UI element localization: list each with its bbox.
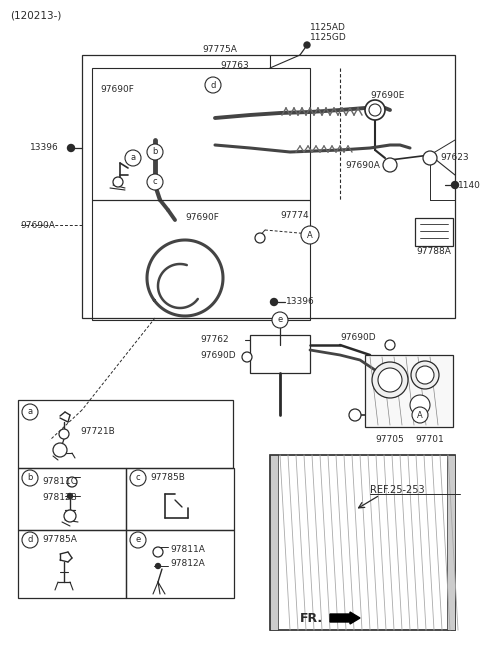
Circle shape xyxy=(304,42,310,48)
Bar xyxy=(270,455,278,630)
Text: 1125GD: 1125GD xyxy=(310,33,347,42)
Circle shape xyxy=(410,395,430,415)
Circle shape xyxy=(385,340,395,350)
Circle shape xyxy=(68,145,74,151)
Circle shape xyxy=(365,100,385,120)
Circle shape xyxy=(147,144,163,160)
Bar xyxy=(92,68,310,200)
Circle shape xyxy=(372,362,408,398)
Circle shape xyxy=(383,158,397,172)
Text: A: A xyxy=(307,231,313,239)
Bar xyxy=(126,468,234,530)
Bar xyxy=(447,455,455,630)
Bar xyxy=(92,200,310,320)
Circle shape xyxy=(22,404,38,420)
Bar xyxy=(365,355,453,427)
Text: 97812A: 97812A xyxy=(170,559,205,569)
Bar xyxy=(415,218,453,246)
Text: a: a xyxy=(27,408,33,417)
Bar xyxy=(18,530,126,598)
Text: b: b xyxy=(152,147,158,156)
Circle shape xyxy=(22,470,38,486)
Text: 97690A: 97690A xyxy=(20,220,55,230)
Text: 97701: 97701 xyxy=(416,436,444,445)
Text: 97763: 97763 xyxy=(221,61,250,70)
Text: c: c xyxy=(136,473,140,482)
Bar xyxy=(82,55,455,318)
Text: (120213-): (120213-) xyxy=(10,10,61,20)
Circle shape xyxy=(369,104,381,116)
FancyArrow shape xyxy=(330,612,360,624)
Bar xyxy=(18,468,126,530)
Text: e: e xyxy=(135,535,141,544)
Circle shape xyxy=(452,181,458,188)
Text: 97785A: 97785A xyxy=(42,535,77,544)
Text: 13396: 13396 xyxy=(30,143,59,153)
Text: 97690A: 97690A xyxy=(345,160,380,170)
Circle shape xyxy=(59,429,69,439)
Circle shape xyxy=(67,477,77,487)
Circle shape xyxy=(64,510,76,522)
Text: e: e xyxy=(277,316,283,325)
Text: 97812B: 97812B xyxy=(42,494,77,503)
Text: b: b xyxy=(27,473,33,482)
Text: a: a xyxy=(131,153,135,162)
Circle shape xyxy=(153,547,163,557)
Text: 13396: 13396 xyxy=(286,297,315,306)
Text: REF.25-253: REF.25-253 xyxy=(370,485,425,495)
Bar xyxy=(250,335,310,373)
Circle shape xyxy=(205,77,221,93)
Circle shape xyxy=(412,407,428,423)
Circle shape xyxy=(416,366,434,384)
Text: 97774: 97774 xyxy=(281,211,309,220)
Bar xyxy=(270,455,455,630)
Bar xyxy=(126,530,234,598)
Circle shape xyxy=(22,532,38,548)
Text: 97775A: 97775A xyxy=(203,46,238,55)
Circle shape xyxy=(130,532,146,548)
Text: 97811C: 97811C xyxy=(42,477,77,486)
Text: 97690D: 97690D xyxy=(340,334,376,342)
Text: A: A xyxy=(417,411,423,419)
Circle shape xyxy=(255,233,265,243)
Text: c: c xyxy=(153,177,157,186)
Circle shape xyxy=(242,352,252,362)
Circle shape xyxy=(68,494,72,499)
Text: FR.: FR. xyxy=(300,612,323,625)
Text: d: d xyxy=(210,80,216,89)
Text: 97690F: 97690F xyxy=(185,213,219,222)
Text: 97705: 97705 xyxy=(376,436,404,445)
Text: 97690E: 97690E xyxy=(370,91,404,100)
Circle shape xyxy=(423,151,437,165)
Text: 97811A: 97811A xyxy=(170,546,205,554)
Text: 1125AD: 1125AD xyxy=(310,23,346,33)
Circle shape xyxy=(301,226,319,244)
Text: 97623: 97623 xyxy=(440,153,468,162)
Text: d: d xyxy=(27,535,33,544)
Circle shape xyxy=(272,312,288,328)
Circle shape xyxy=(113,177,123,187)
Text: 97690D: 97690D xyxy=(200,351,236,359)
Text: 97721B: 97721B xyxy=(80,428,115,436)
Circle shape xyxy=(271,299,277,306)
Bar xyxy=(18,400,233,468)
Text: 97762: 97762 xyxy=(200,336,228,344)
Circle shape xyxy=(156,563,160,569)
Circle shape xyxy=(411,361,439,389)
Text: 97785B: 97785B xyxy=(150,473,185,482)
Circle shape xyxy=(147,174,163,190)
Circle shape xyxy=(378,368,402,392)
Circle shape xyxy=(53,443,67,457)
Text: 97788A: 97788A xyxy=(416,248,451,256)
Text: 97690F: 97690F xyxy=(100,85,134,95)
Text: 1140EX: 1140EX xyxy=(458,181,480,190)
Circle shape xyxy=(125,150,141,166)
Circle shape xyxy=(130,470,146,486)
Circle shape xyxy=(349,409,361,421)
